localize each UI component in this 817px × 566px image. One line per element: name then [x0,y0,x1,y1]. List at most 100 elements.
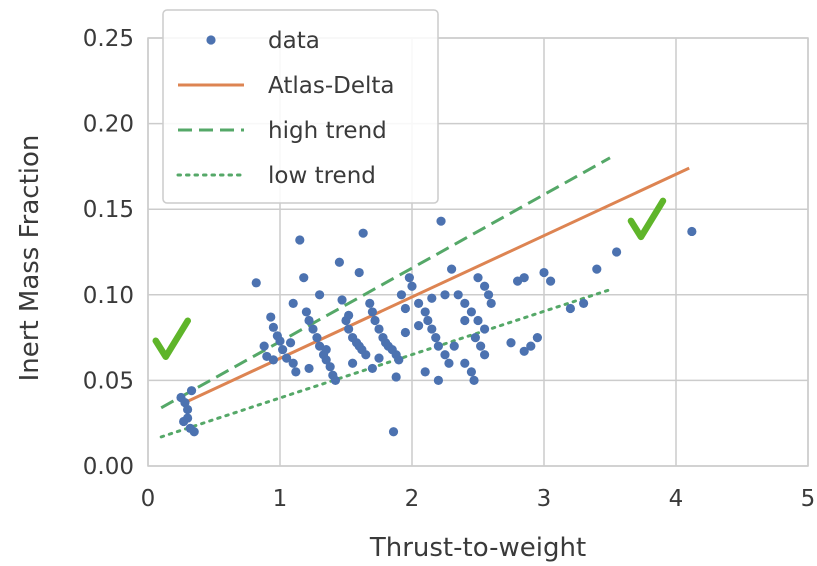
data-point [420,307,430,317]
data-point [391,372,401,382]
data-point [365,298,375,308]
data-point [275,336,285,346]
data-point [440,290,450,300]
data-point [330,375,341,385]
data-point [433,375,443,385]
data-point [370,315,380,326]
data-point [394,355,404,365]
y-tick-label: 0.10 [83,283,134,309]
data-point [315,290,325,300]
data-point [361,350,371,360]
data-point [354,267,364,278]
data-point [374,324,384,334]
data-point [519,346,529,356]
data-point [466,307,476,317]
data-point [460,298,470,308]
x-tick-label: 2 [405,486,420,512]
data-point [367,363,377,374]
x-tick-label: 0 [141,486,156,512]
data-point [325,362,335,372]
data-point [400,303,410,314]
data-point [268,322,278,332]
data-point [334,257,344,267]
data-point [506,338,516,348]
data-point [344,324,354,334]
data-point [466,367,476,377]
data-point [288,358,298,368]
data-point [183,413,193,423]
data-point [447,264,457,274]
x-tick-label: 5 [801,486,816,512]
data-point [304,315,314,326]
data-point [687,226,697,237]
data-point [358,228,368,238]
data-point [444,358,454,368]
x-tick-label: 1 [273,486,288,512]
data-point [476,341,486,351]
data-point [483,290,494,300]
data-point [407,281,417,291]
data-point [183,404,193,415]
legend-label: low trend [268,163,376,189]
data-point [301,307,311,317]
legend-marker-data [206,35,216,45]
data-point [388,427,399,437]
data-point [299,273,309,283]
data-point [460,315,470,326]
data-point [251,278,261,288]
series-line-low-trend [159,288,612,439]
data-point [431,333,441,343]
legend-label: high trend [268,118,387,144]
x-axis: 0 1 2 3 4 5 [141,486,816,512]
data-point [414,321,424,331]
data-point [532,333,543,343]
data-point [189,427,199,437]
data-point [285,338,296,348]
legend-frame [162,9,439,204]
x-tick-label: 4 [669,486,684,512]
data-point [374,353,384,363]
data-point [282,353,292,363]
data-point [453,290,463,300]
data-point [612,247,622,257]
data-point [480,324,490,334]
data-point [473,315,483,326]
data-point [470,333,480,343]
data-point [268,355,278,365]
data-point [519,273,529,283]
y-tick-label: 0.00 [83,454,134,480]
data-point [304,363,314,374]
data-point [480,281,490,291]
series-layer [159,156,697,439]
data-point [579,298,589,308]
series-line-high-trend [160,156,611,410]
y-tick-label: 0.15 [83,197,134,223]
data-point [404,273,414,283]
legend-label: data [268,28,320,54]
y-axis: 0.00 0.05 0.10 0.15 0.20 0.25 [83,26,134,480]
data-point [526,341,536,351]
y-axis-label: Inert Mass Fraction [15,135,45,382]
data-point [427,324,437,334]
data-point [427,293,437,303]
data-point [592,264,602,274]
data-point [449,341,459,351]
data-point [367,307,377,317]
data-point [420,367,430,377]
x-tick-label: 3 [537,486,552,512]
data-point [312,333,322,343]
y-tick-label: 0.05 [83,368,134,394]
data-point [400,327,410,338]
data-point [414,298,424,308]
data-point [486,298,496,308]
data-point [460,358,470,368]
legend-label: Atlas-Delta [268,73,394,99]
data-point [266,312,276,322]
data-point [295,235,305,245]
data-point [186,386,197,396]
data-point [469,375,479,385]
data-point [423,315,433,326]
x-axis-label: Thrust-to-weight [369,533,586,563]
legend: data Atlas-Delta high trend low trend [162,9,439,204]
